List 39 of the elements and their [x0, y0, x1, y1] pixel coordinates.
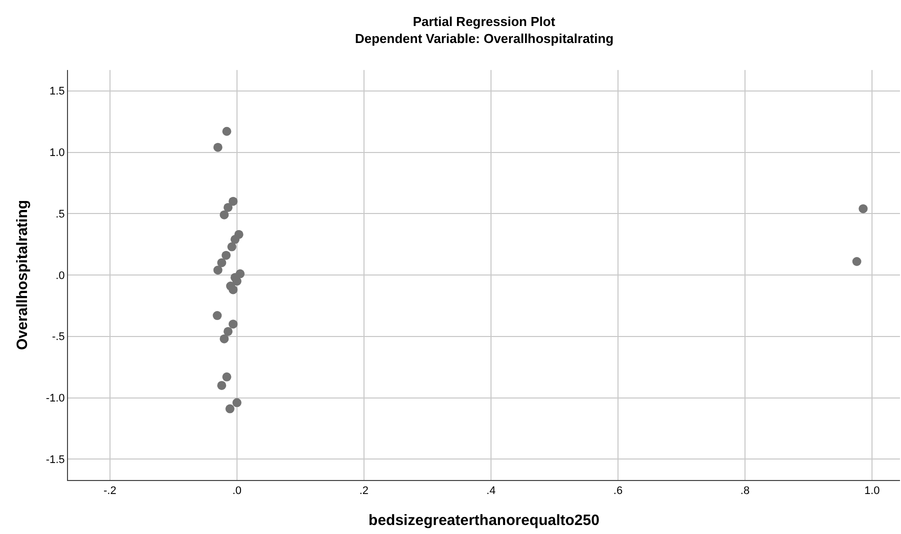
x-tick-label: .8	[740, 485, 750, 498]
y-tick-label: -.5	[52, 331, 65, 344]
x-tick-label: 1.0	[864, 485, 880, 498]
point	[212, 311, 222, 320]
point	[230, 234, 240, 244]
point	[220, 210, 229, 220]
point	[224, 202, 233, 212]
point	[222, 250, 231, 260]
y-tick-label: -1.5	[46, 454, 65, 466]
point	[222, 372, 232, 382]
point	[228, 320, 238, 329]
x-tick-label: .0	[232, 485, 242, 498]
point	[228, 196, 238, 206]
point	[213, 266, 222, 275]
y-tick-label: -1.0	[46, 392, 65, 405]
y-tick-label: 1.5	[50, 86, 65, 98]
point	[217, 258, 226, 268]
point	[858, 204, 868, 214]
point	[220, 334, 229, 344]
y-tick-label: .5	[56, 208, 65, 220]
x-tick-label: .4	[486, 485, 496, 498]
x-axis-title: bedsizegreaterthanorequalto250	[368, 512, 600, 530]
x-tick-label: .6	[613, 485, 623, 498]
chart-subtitle: Dependent Variable: Overallhospitalrating	[355, 31, 614, 46]
point	[232, 398, 242, 408]
y-tick-label: 1.0	[50, 147, 65, 160]
x-tick-label: .2	[359, 485, 369, 498]
point	[228, 285, 238, 294]
y-tick-label: .0	[56, 270, 65, 282]
point	[222, 126, 232, 136]
point	[852, 257, 862, 266]
point	[213, 142, 222, 152]
chart-title: Partial Regression Plot	[412, 14, 556, 29]
point	[224, 326, 233, 336]
x-tick-label: -.2	[104, 485, 116, 498]
point	[225, 404, 234, 414]
y-axis-title: Overallhospitalrating	[14, 200, 32, 350]
point	[217, 380, 226, 390]
point	[227, 242, 236, 252]
